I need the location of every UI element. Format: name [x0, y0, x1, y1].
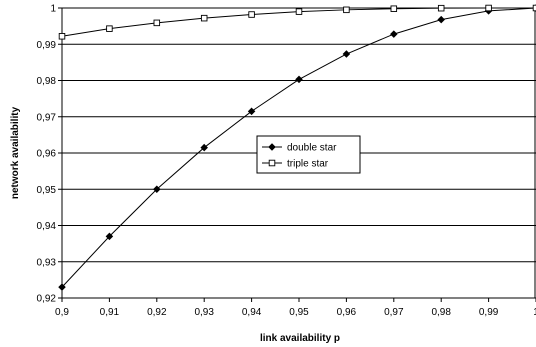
- x-tick-label: 0,94: [242, 307, 262, 318]
- y-tick-label: 1: [50, 4, 56, 15]
- data-point: [390, 30, 398, 38]
- data-point: [58, 33, 66, 40]
- data-point: [153, 19, 161, 27]
- y-tick-label: 0,92: [37, 294, 57, 305]
- x-tick-label: 1: [533, 307, 536, 318]
- x-tick-label: 0,98: [431, 307, 451, 318]
- data-point: [200, 143, 208, 152]
- legend-label: double star: [287, 143, 337, 154]
- y-tick-label: 0,95: [37, 185, 57, 196]
- legend-item: double star: [262, 143, 337, 154]
- x-axis-ticks: 0,9 0,91 0,92 0,93 0,94 0,95 0,96 0,97 0,98 0,99 1: [55, 298, 536, 318]
- data-point: [437, 15, 445, 24]
- data-point: [268, 159, 276, 167]
- series-double-star: [58, 4, 536, 291]
- x-tick-label: 0,96: [337, 307, 357, 318]
- y-axis-title: network availability: [10, 106, 21, 199]
- data-point: [200, 14, 208, 22]
- data-point: [295, 75, 303, 84]
- x-tick-label: 0,9: [55, 307, 69, 318]
- data-point: [58, 283, 66, 291]
- y-axis-ticks: 0,92 0,93 0,94 0,95 0,96 0,97 0,98 0,99 1: [37, 4, 62, 305]
- y-tick-label: 0,98: [37, 76, 57, 87]
- series-triple-star: [58, 4, 536, 40]
- y-tick-label: 0,94: [37, 221, 57, 232]
- data-point: [532, 4, 536, 12]
- y-tick-label: 0,96: [37, 149, 57, 160]
- data-point: [248, 11, 255, 18]
- legend-label: triple star: [287, 159, 329, 170]
- data-point: [105, 232, 114, 241]
- data-point: [390, 5, 398, 12]
- legend-box: [256, 135, 361, 174]
- series-group: [58, 4, 536, 291]
- data-point: [268, 143, 276, 151]
- x-tick-label: 0,93: [194, 307, 214, 318]
- data-point: [153, 185, 161, 194]
- x-tick-label: 0,97: [384, 307, 404, 318]
- data-point: [247, 107, 256, 116]
- y-tick-label: 0,99: [37, 40, 57, 51]
- x-tick-label: 0,99: [479, 307, 499, 318]
- data-point: [106, 25, 113, 32]
- y-tick-label: 0,97: [37, 112, 57, 123]
- data-point: [485, 4, 492, 12]
- x-tick-label: 0,91: [100, 307, 120, 318]
- x-tick-label: 0,92: [147, 307, 167, 318]
- data-point: [342, 50, 351, 58]
- data-point: [343, 6, 350, 14]
- y-tick-label: 0,93: [37, 257, 57, 268]
- legend-item: triple star: [262, 159, 329, 170]
- x-axis-title: link availability p: [260, 333, 340, 344]
- data-point: [437, 4, 445, 12]
- legend: double star triple star: [256, 135, 361, 174]
- x-tick-label: 0,95: [289, 307, 309, 318]
- data-point: [295, 8, 303, 15]
